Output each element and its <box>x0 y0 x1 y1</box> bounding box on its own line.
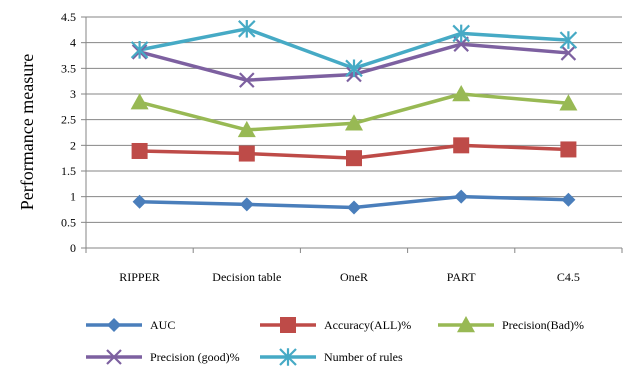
data-point <box>132 194 147 209</box>
y-tick-label: 0.5 <box>61 215 76 229</box>
legend-marker <box>106 349 122 365</box>
data-point <box>346 150 362 167</box>
legend-item: Number of rules <box>260 348 403 366</box>
legend-item: AUC <box>86 318 175 332</box>
y-tick-label: 3.5 <box>61 61 76 75</box>
y-tick-label: 1.5 <box>61 164 76 178</box>
data-point <box>238 20 256 38</box>
data-point <box>239 197 254 212</box>
data-point <box>237 120 256 138</box>
legend-label: AUC <box>150 318 175 332</box>
legend-marker <box>279 348 297 366</box>
data-point <box>454 189 469 204</box>
data-point <box>560 45 577 61</box>
legend-label: Accuracy(ALL)% <box>324 318 411 332</box>
x-tick-label: OneR <box>340 270 368 284</box>
legend-label: Precision (good)% <box>150 350 240 364</box>
x-tick-label: PART <box>447 270 477 284</box>
data-point <box>559 31 578 49</box>
y-axis-label: Performance measure <box>17 54 37 210</box>
axes <box>81 16 623 253</box>
y-tick-label: 2.5 <box>61 113 76 127</box>
legend-label: Precision(Bad)% <box>502 318 584 332</box>
data-point <box>345 114 363 131</box>
legend-item: Precision(Bad)% <box>438 316 584 333</box>
x-tick-label: RIPPER <box>119 270 160 284</box>
legend-item: Accuracy(ALL)% <box>260 317 411 333</box>
data-point <box>453 137 470 154</box>
data-point <box>560 141 577 158</box>
legend: AUC Accuracy(ALL)% Precision(Bad)% Precisio… <box>86 316 584 366</box>
legend-marker <box>107 318 121 332</box>
y-tick-label: 2 <box>70 138 76 152</box>
legend-marker <box>280 317 296 333</box>
data-point <box>239 72 255 88</box>
series-markers <box>130 20 578 215</box>
data-point <box>347 200 361 215</box>
data-point <box>130 93 149 110</box>
data-point <box>452 85 471 102</box>
x-tick-label: Decision table <box>212 270 281 284</box>
data-point <box>130 41 149 59</box>
data-point <box>561 192 576 207</box>
legend-label: Number of rules <box>324 350 403 364</box>
data-point <box>345 59 363 78</box>
data-point <box>238 145 255 162</box>
data-point <box>131 142 148 159</box>
legend-marker <box>457 316 475 333</box>
x-tick-label: C4.5 <box>557 270 580 284</box>
x-tick-labels: RIPPER Decision table OneR PART C4.5 <box>119 270 580 284</box>
y-tick-labels: 0 0.5 1 1.5 2 2.5 3 3.5 4 4.5 <box>61 10 76 255</box>
legend-item: Precision (good)% <box>86 349 240 365</box>
y-tick-label: 4.5 <box>61 10 76 24</box>
data-point <box>559 94 578 111</box>
data-point <box>452 24 470 43</box>
y-tick-label: 4 <box>70 36 76 50</box>
y-tick-label: 1 <box>70 190 76 204</box>
y-tick-label: 3 <box>70 87 76 101</box>
y-tick-label: 0 <box>70 241 76 255</box>
